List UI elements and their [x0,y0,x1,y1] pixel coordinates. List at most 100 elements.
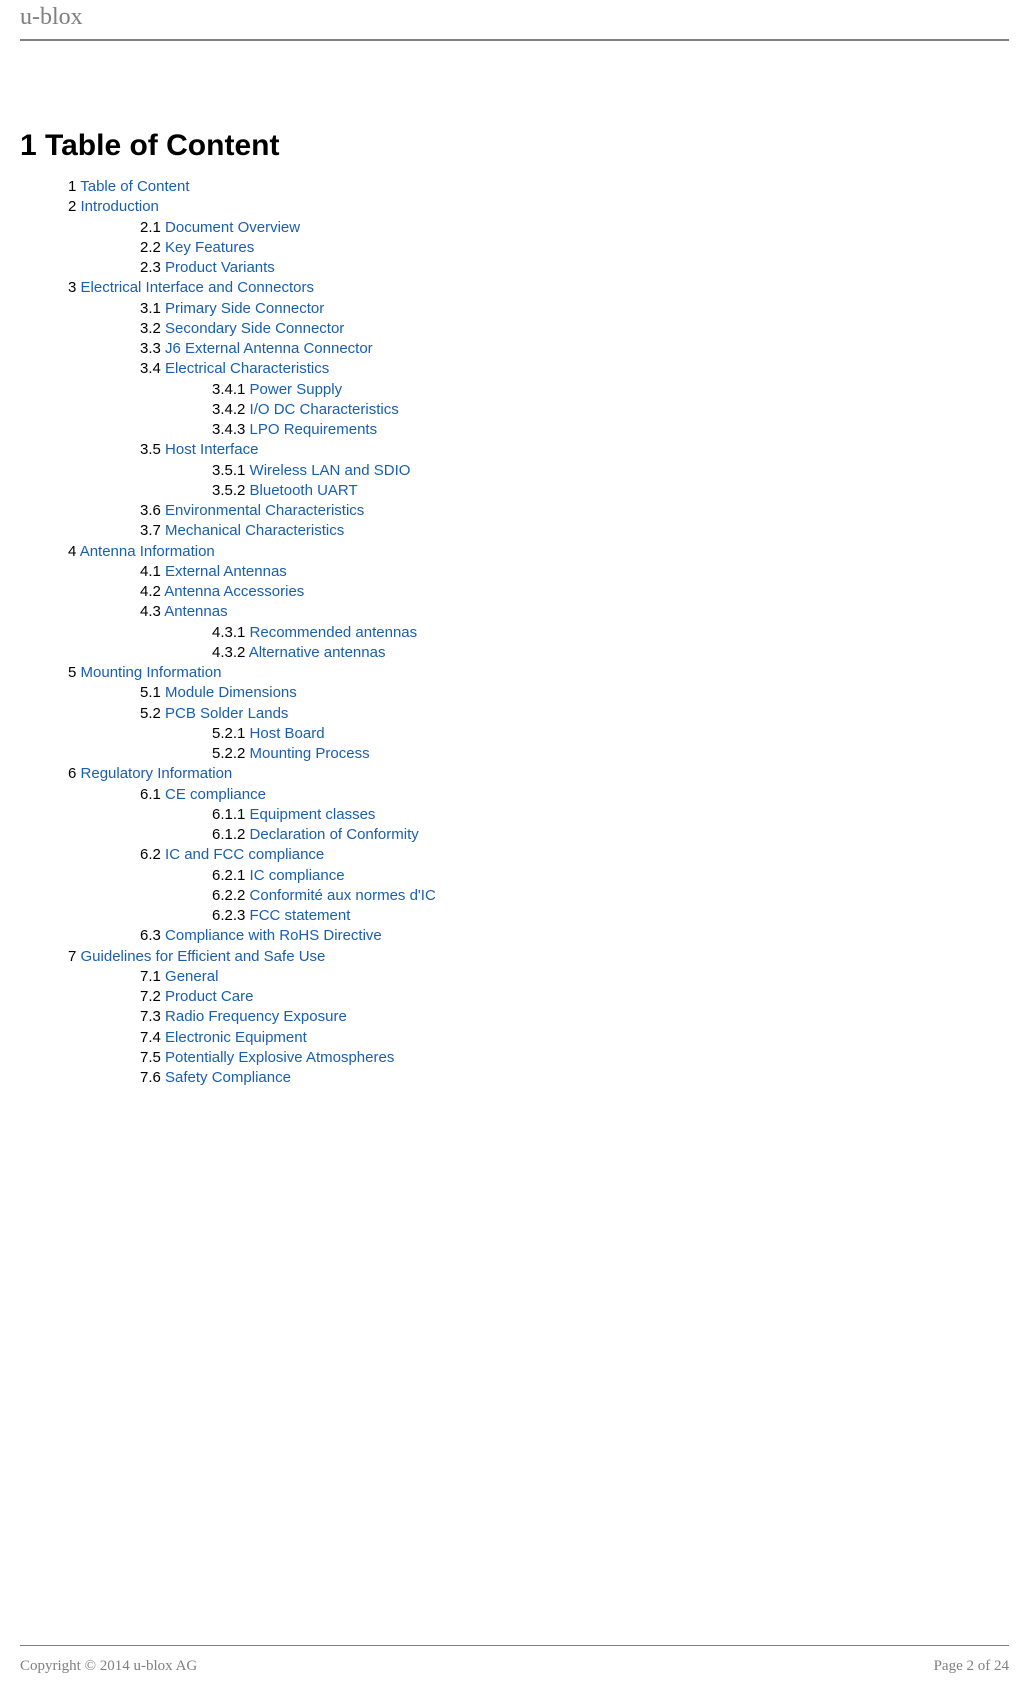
toc-link[interactable]: Mounting Process [250,745,370,762]
toc-entry-number: 7.1 [140,968,165,985]
toc-entry-number: 2.2 [140,239,165,256]
toc-link[interactable]: IC compliance [250,867,345,884]
toc-entry-number: 3.5.1 [212,462,250,479]
toc-link[interactable]: Host Interface [165,441,258,458]
toc-entry: 4.3.1 Recommended antennas [68,623,1009,643]
toc-entry-number: 4.3 [140,603,164,620]
toc-link[interactable]: Radio Frequency Exposure [165,1008,347,1025]
toc-link[interactable]: Electrical Interface and Connectors [81,279,314,296]
toc-link[interactable]: Recommended antennas [250,624,418,641]
toc-entry: 7.3 Radio Frequency Exposure [68,1007,1009,1027]
toc-link[interactable]: Power Supply [250,381,343,398]
toc-entry-number: 3.6 [140,502,165,519]
toc-link[interactable]: Wireless LAN and SDIO [250,462,411,479]
toc-entry: 3 Electrical Interface and Connectors [68,278,1009,298]
toc-entry-number: 3.1 [140,300,165,317]
toc-link[interactable]: Electronic Equipment [165,1029,307,1046]
toc-link[interactable]: General [165,968,218,985]
toc-entry-number: 4.1 [140,563,165,580]
toc-entry: 3.1 Primary Side Connector [68,299,1009,319]
toc-link[interactable]: Mounting Information [81,664,222,681]
toc-entry: 6.3 Compliance with RoHS Directive [68,926,1009,946]
toc-entry-number: 4.2 [140,583,164,600]
toc-link[interactable]: Table of Content [80,178,189,195]
toc-link[interactable]: CE compliance [165,786,266,803]
table-of-contents: 1 Table of Content2 Introduction 2.1 Docu… [20,177,1009,1088]
toc-link[interactable]: Mechanical Characteristics [165,522,344,539]
toc-entry: 1 Table of Content [68,177,1009,197]
toc-entry-number: 3.7 [140,522,165,539]
toc-link[interactable]: Compliance with RoHS Directive [165,927,382,944]
toc-entry-number: 3.4.2 [212,401,250,418]
toc-entry: 2.1 Document Overview [68,218,1009,238]
toc-entry: 3.4.3 LPO Requirements [68,420,1009,440]
toc-entry: 6.2.2 Conformité aux normes d'IC [68,886,1009,906]
toc-entry: 5 Mounting Information [68,663,1009,683]
toc-link[interactable]: Secondary Side Connector [165,320,344,337]
toc-link[interactable]: Electrical Characteristics [165,360,329,377]
toc-link[interactable]: Key Features [165,239,254,256]
toc-entry: 2.3 Product Variants [68,258,1009,278]
toc-entry: 3.5 Host Interface [68,440,1009,460]
toc-link[interactable]: Equipment classes [250,806,376,823]
footer-copyright: Copyright © 2014 u-blox AG [20,1658,197,1675]
toc-entry: 6.1.2 Declaration of Conformity [68,825,1009,845]
toc-link[interactable]: Guidelines for Efficient and Safe Use [81,948,326,965]
toc-entry: 3.6 Environmental Characteristics [68,501,1009,521]
toc-link[interactable]: Antenna Information [80,543,215,560]
toc-link[interactable]: FCC statement [250,907,351,924]
toc-link[interactable]: LPO Requirements [250,421,378,438]
toc-entry-number: 3.4 [140,360,165,377]
toc-link[interactable]: Regulatory Information [81,765,233,782]
toc-link[interactable]: Primary Side Connector [165,300,324,317]
toc-entry: 6 Regulatory Information [68,764,1009,784]
toc-link[interactable]: Safety Compliance [165,1069,291,1086]
toc-entry: 5.1 Module Dimensions [68,683,1009,703]
toc-link[interactable]: Introduction [81,198,159,215]
toc-link[interactable]: Environmental Characteristics [165,502,364,519]
toc-entry-number: 5.2.2 [212,745,250,762]
page-title: 1 Table of Content [20,129,1009,163]
toc-entry: 3.4 Electrical Characteristics [68,359,1009,379]
toc-entry-number: 2.3 [140,259,165,276]
toc-link[interactable]: Bluetooth UART [250,482,358,499]
toc-entry-number: 7.2 [140,988,165,1005]
toc-link[interactable]: Antenna Accessories [164,583,304,600]
toc-link[interactable]: Product Variants [165,259,275,276]
toc-link[interactable]: Antennas [164,603,227,620]
toc-link[interactable]: Document Overview [165,219,300,236]
toc-link[interactable]: Product Care [165,988,253,1005]
toc-link[interactable]: Conformité aux normes d'IC [250,887,436,904]
toc-entry-number: 6.2.2 [212,887,250,904]
footer-page-number: Page 2 of 24 [934,1658,1009,1675]
toc-link[interactable]: Module Dimensions [165,684,297,701]
toc-link[interactable]: PCB Solder Lands [165,705,288,722]
toc-entry: 4.1 External Antennas [68,562,1009,582]
toc-entry: 7.2 Product Care [68,987,1009,1007]
toc-entry-number: 2 [68,198,81,215]
toc-entry: 5.2.2 Mounting Process [68,744,1009,764]
toc-entry-number: 2.1 [140,219,165,236]
toc-link[interactable]: Alternative antennas [249,644,386,661]
toc-entry: 3.4.1 Power Supply [68,380,1009,400]
toc-entry-number: 6 [68,765,81,782]
toc-link[interactable]: J6 External Antenna Connector [165,340,373,357]
toc-entry-number: 3.5.2 [212,482,250,499]
toc-entry: 3.2 Secondary Side Connector [68,319,1009,339]
footer-rule [20,1645,1009,1646]
toc-link[interactable]: External Antennas [165,563,287,580]
toc-link[interactable]: I/O DC Characteristics [250,401,399,418]
toc-entry: 5.2.1 Host Board [68,724,1009,744]
toc-entry-number: 6.1.1 [212,806,250,823]
toc-link[interactable]: Host Board [250,725,325,742]
toc-link[interactable]: Potentially Explosive Atmospheres [165,1049,394,1066]
toc-entry: 7.4 Electronic Equipment [68,1028,1009,1048]
toc-entry: 6.2 IC and FCC compliance [68,845,1009,865]
toc-link[interactable]: Declaration of Conformity [250,826,419,843]
toc-entry-number: 3.3 [140,340,165,357]
page: u-blox 1 Table of Content 1 Table of Con… [0,0,1029,1685]
toc-entry-number: 6.3 [140,927,165,944]
toc-link[interactable]: IC and FCC compliance [165,846,324,863]
toc-entry-number: 7.5 [140,1049,165,1066]
content: 1 Table of Content 1 Table of Content2 I… [20,41,1009,1088]
